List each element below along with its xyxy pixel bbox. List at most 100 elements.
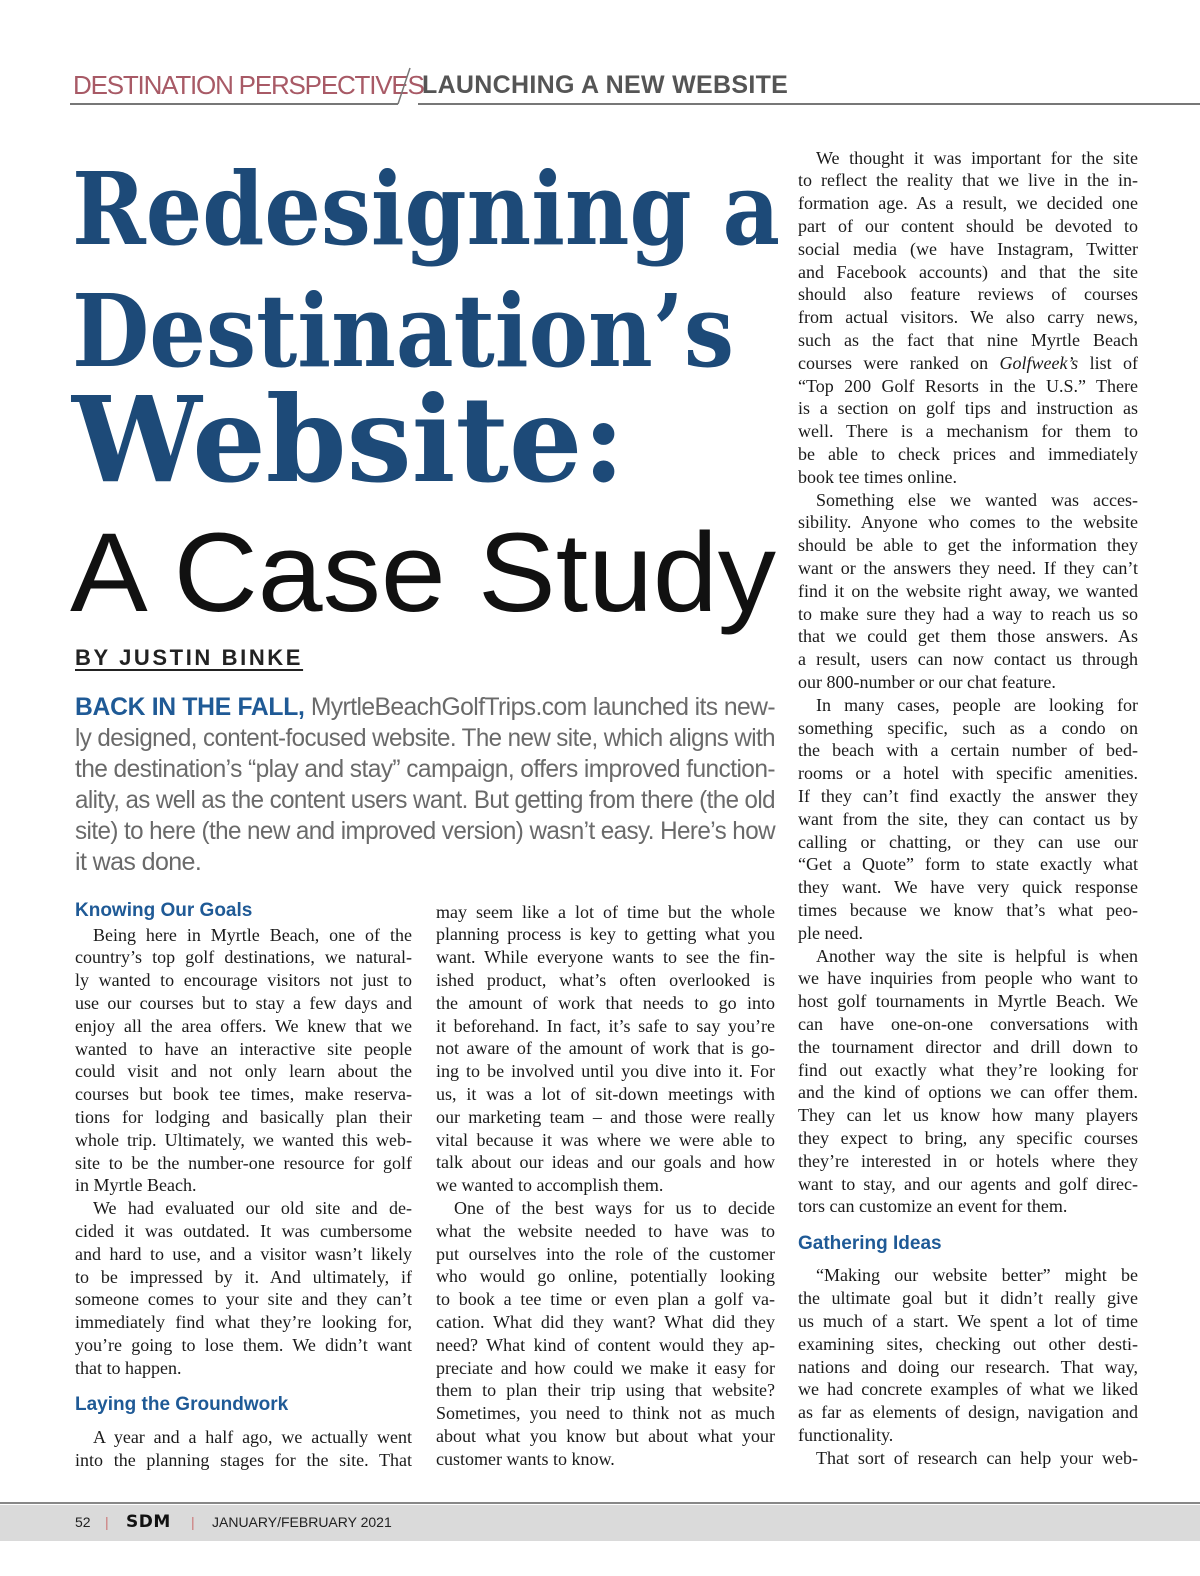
title-line-1: Redesigning a xyxy=(72,150,780,268)
text-line: from actual visitors. We also carry news… xyxy=(798,307,1138,328)
text-line: use our courses but to stay a few days a… xyxy=(75,993,412,1013)
text-line: it beforehand. In fact, it’s safe to say… xyxy=(436,1015,775,1036)
text-line: If they can’t find exactly the answer th… xyxy=(798,786,1138,806)
text-line: social media (we have Instagram, Twitter xyxy=(798,238,1138,259)
lead-text: site) to here (the new and improved vers… xyxy=(75,817,776,845)
text-line: such as the fact that nine Myrtle Beach xyxy=(798,330,1138,350)
text-line: us much of a start. We spent a lot of ti… xyxy=(798,1311,1138,1331)
text-line: Being here in Myrtle Beach, one of the xyxy=(93,924,412,945)
text-segment: list of xyxy=(1078,352,1138,373)
lead-line: BACK IN THE FALL, MyrtleBeachGolfTrips.c… xyxy=(75,692,776,723)
text-line: to make sure they had a way to reach us … xyxy=(798,603,1138,624)
text-line: want to stay, and our agents and golf di… xyxy=(798,1173,1138,1194)
text-line: want. While everyone wants to see the fi… xyxy=(436,947,775,968)
text-line: formation age. As a result, we decided o… xyxy=(798,193,1138,214)
text-line: could visit and not only learn about the xyxy=(75,1061,412,1082)
issue-date: JANUARY/FEBRUARY 2021 xyxy=(212,1514,392,1530)
text-line: we had concrete examples of what we like… xyxy=(798,1379,1138,1400)
text-line: that to happen. xyxy=(75,1357,182,1378)
text-line: immediately find what they’re looking fo… xyxy=(75,1312,412,1333)
text-line: book tee times online. xyxy=(798,466,957,487)
text-line: our marketing team – and those were real… xyxy=(436,1106,775,1127)
text-line: about what you know but about what your xyxy=(436,1426,775,1446)
footer-rule xyxy=(0,1502,1200,1504)
text-line: courses but book tee times, make reserva… xyxy=(75,1084,412,1105)
text-line: be able to check prices and immediately xyxy=(798,444,1138,464)
header-rule-left xyxy=(70,103,398,105)
text-line: to book a tee time or even plan a golf v… xyxy=(436,1289,775,1310)
text-line: to be impressed by it. And ultimately, i… xyxy=(75,1266,412,1287)
text-line: and hard to use, and a visitor wasn’t li… xyxy=(75,1243,412,1264)
text-line: who would go online, potentially looking xyxy=(436,1266,775,1287)
text-line: examining sites, checking out other dest… xyxy=(798,1333,1138,1354)
text-line: planning process is key to getting what … xyxy=(436,924,775,945)
text-line: times because we know that’s what peo- xyxy=(798,900,1138,920)
byline: BY JUSTIN BINKE xyxy=(75,645,304,670)
text-line: whole trip. Ultimately, we wanted this w… xyxy=(75,1129,412,1150)
title-line-2: Destination’s xyxy=(72,272,734,390)
text-line: and the kind of options we can offer the… xyxy=(798,1082,1138,1103)
text-line: wanted to have an interactive site peopl… xyxy=(75,1038,412,1059)
text-line: part of our content should be devoted to xyxy=(798,216,1138,236)
topic-label: LAUNCHING A NEW WEBSITE xyxy=(422,71,789,99)
text-line: nations and doing our research. That way… xyxy=(798,1356,1138,1377)
text-line: not aware of the amount of work that is … xyxy=(436,1038,775,1059)
text-line: ing to be involved until you dive into i… xyxy=(436,1061,775,1082)
lead-line: it was done. xyxy=(75,847,775,878)
italic-title: Golfweek’s xyxy=(999,352,1079,373)
text-line: want or the answers they need. If they c… xyxy=(798,558,1138,578)
text-line: They can let us know how many players xyxy=(798,1105,1138,1126)
text-line: In many cases, people are looking for xyxy=(816,694,1138,715)
text-line: find out exactly what they’re looking fo… xyxy=(798,1059,1138,1080)
text-line: sibility. Anyone who comes to the websit… xyxy=(798,512,1138,533)
lead-text: it was done. xyxy=(75,848,202,876)
text-line: vital because it was where we were able … xyxy=(436,1129,775,1150)
magazine-logo: SDM xyxy=(126,1512,171,1532)
text-line: functionality. xyxy=(798,1425,894,1445)
text-line: calling or chatting, or they can use our xyxy=(798,831,1138,852)
text-line: “Making our website better” might be xyxy=(816,1265,1138,1286)
text-line: find it on the website right away, we wa… xyxy=(798,580,1138,601)
text-line: the ultimate goal but it didn’t really g… xyxy=(798,1288,1138,1309)
text-line: need? What kind of content would they ap… xyxy=(436,1334,775,1355)
text-line: customer wants to know. xyxy=(436,1448,615,1469)
text-line: tors can customize an event for them. xyxy=(798,1196,1068,1217)
text-line: talk about our ideas and our goals and h… xyxy=(436,1152,775,1173)
text-line: country’s top golf destinations, we natu… xyxy=(75,947,412,968)
section-label: DESTINATION PERSPECTIVES xyxy=(73,70,425,100)
text-line: they’re interested in or hotels where th… xyxy=(798,1150,1138,1171)
lead-text: ly designed, content-focused website. Th… xyxy=(75,724,776,752)
text-line: can have one-on-one conversations with xyxy=(798,1014,1138,1034)
text-line: ly wanted to encourage visitors not just… xyxy=(75,970,412,991)
text-line: put ourselves into the role of the custo… xyxy=(436,1243,775,1264)
text-line: in Myrtle Beach. xyxy=(75,1175,197,1196)
text-line: what the website needed to have was to xyxy=(436,1220,775,1241)
text-line: host golf tournaments in Myrtle Beach. W… xyxy=(798,991,1138,1012)
lead-text: MyrtleBeachGolfTrips.com launched its ne… xyxy=(304,693,776,721)
text-line: them to plan their trip using that websi… xyxy=(436,1380,775,1401)
text-line: us, it was a lot of sit-down meetings wi… xyxy=(436,1084,775,1104)
lead-text: ality, as well as the content users want… xyxy=(75,786,776,814)
text-line: We had evaluated our old site and de- xyxy=(93,1198,412,1219)
text-line: should also feature reviews of courses xyxy=(798,284,1138,305)
text-line: we have inquiries from people who want t… xyxy=(798,968,1138,989)
text-line: something specific, such as a condo on xyxy=(798,717,1138,738)
text-line: enjoy all the area offers. We knew that … xyxy=(75,1015,412,1036)
text-line: Something else we wanted was acces- xyxy=(816,489,1138,510)
text-line: ple need. xyxy=(798,922,863,943)
text-line: “Top 200 Golf Resorts in the U.S.” There xyxy=(798,375,1138,396)
text-line: We thought it was important for the site xyxy=(816,147,1138,168)
lead-line: ality, as well as the content users want… xyxy=(75,785,776,816)
text-line: is a section on golf tips and instructio… xyxy=(798,398,1138,419)
text-line: should be able to get the information th… xyxy=(798,535,1138,556)
lead-kicker: BACK IN THE FALL, xyxy=(75,693,305,721)
footer-separator: | xyxy=(191,1514,195,1530)
text-line: as far as elements of design, navigation… xyxy=(798,1402,1138,1423)
text-line: preciate and how could we make it easy f… xyxy=(436,1357,775,1378)
page-number: 52 xyxy=(75,1514,91,1530)
text-line: may seem like a lot of time but the whol… xyxy=(436,901,775,922)
text-line: to reflect the reality that we live in t… xyxy=(798,170,1138,191)
text-line: courses were ranked on Golfweek’s list o… xyxy=(798,352,1138,375)
lead-line: ly designed, content-focused website. Th… xyxy=(75,723,776,754)
text-line: cided it was outdated. It was cumbersome xyxy=(75,1221,412,1241)
